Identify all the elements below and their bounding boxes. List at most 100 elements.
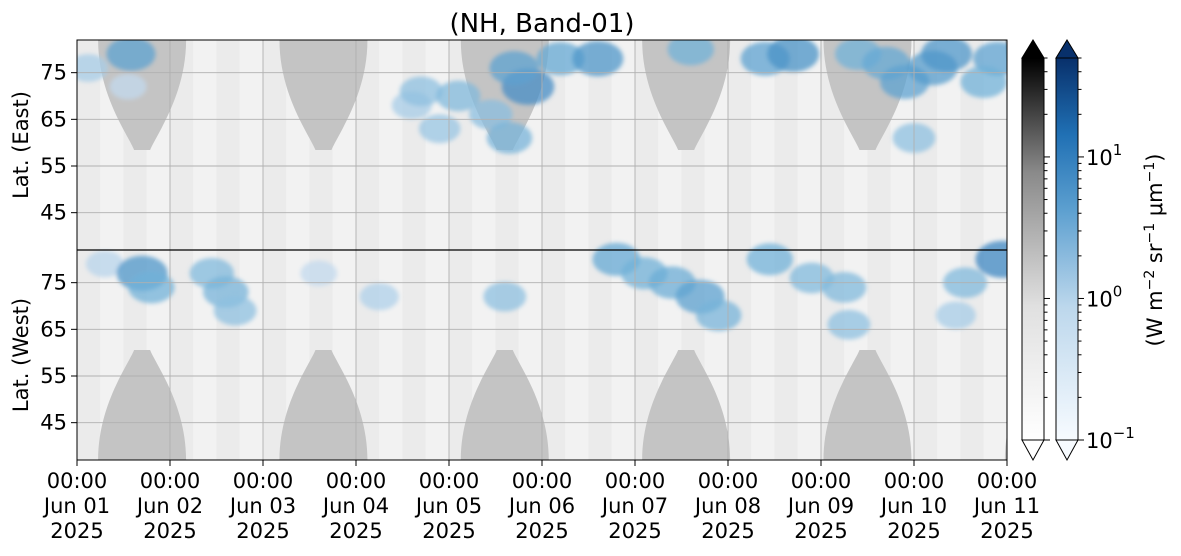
radiance-blob [822, 271, 867, 303]
x-tick-label-line: 00:00 [140, 469, 201, 493]
x-tick-label-line: 2025 [50, 519, 103, 543]
x-tick-label: 00:00 Jun 03 2025 [228, 469, 296, 543]
x-tick-label-line: Jun 04 [321, 494, 389, 518]
y-tick-label: 55 [40, 154, 67, 178]
y-axis-label-east: Lat. (East) [9, 91, 33, 199]
radiance-blob [667, 40, 714, 66]
x-tick-label-line: 2025 [236, 519, 289, 543]
y-tick-label: 75 [40, 271, 67, 295]
radiance-blob [85, 250, 124, 278]
x-tick-label-line: 00:00 [419, 469, 480, 493]
radiance-blob [921, 40, 973, 72]
radiance-blob [213, 295, 257, 326]
x-tick-label-line: Jun 08 [693, 494, 761, 518]
radiance-blob [300, 260, 338, 287]
colorbar-blue-bar [1055, 57, 1079, 441]
x-tick-label-line: Jun 05 [414, 494, 482, 518]
x-tick-label-line: Jun 11 [972, 494, 1040, 518]
colorbar-tick-label: 10−1 [1086, 424, 1135, 453]
colorbar-tick-exponent: 0 [1113, 282, 1123, 300]
x-tick-label-line: Jun 02 [135, 494, 203, 518]
masked-region-west [460, 350, 549, 460]
y-tick-label: 65 [40, 317, 67, 341]
radiance-blob [695, 299, 742, 332]
x-tick-label: 00:00 Jun 04 2025 [321, 469, 389, 543]
x-tick-label: 00:00 Jun 01 2025 [42, 469, 110, 543]
radiance-blob [399, 76, 443, 107]
x-tick-label-line: 00:00 [233, 469, 294, 493]
x-tick-label-line: 2025 [701, 519, 754, 543]
x-tick-label-line: Jun 06 [507, 494, 575, 518]
plot-area [77, 40, 1007, 460]
y-tick-label: 55 [40, 364, 67, 388]
y-axis-ticks: 45 55 65 75 75 65 55 45 [40, 61, 77, 435]
radiance-blob [109, 73, 147, 100]
radiance-blob [767, 40, 819, 72]
x-tick-label: 00:00 Jun 06 2025 [507, 469, 575, 543]
x-tick-label: 00:00 Jun 05 2025 [414, 469, 482, 543]
y-tick-label: 75 [40, 61, 67, 85]
x-tick-label: 00:00 Jun 08 2025 [693, 469, 761, 543]
colorbar-tick-base: 10 [1086, 146, 1113, 170]
masked-region-west [98, 350, 187, 460]
masked-region-west [642, 350, 731, 460]
y-tick-label: 45 [40, 201, 67, 225]
y-tick-label: 45 [40, 411, 67, 435]
colorbar-grayscale-bottom-arrow [1021, 439, 1045, 462]
colorbar-tick-exponent: −1 [1113, 424, 1135, 442]
x-tick-label-line: 00:00 [791, 469, 852, 493]
radiance-blob [746, 243, 793, 276]
x-tick-label-line: Jun 10 [879, 494, 947, 518]
colorbar-tick-label: 101 [1086, 141, 1122, 170]
colorbar-blue [1055, 39, 1079, 462]
x-tick-label: 00:00 Jun 10 2025 [879, 469, 947, 543]
x-tick-label-line: 2025 [608, 519, 661, 543]
radiance-blob [572, 41, 624, 77]
x-tick-label-line: 2025 [515, 519, 568, 543]
masked-region-west [823, 350, 912, 460]
radiance-blob [106, 40, 156, 71]
x-tick-label-line: 2025 [980, 519, 1033, 543]
colorbar-grayscale-top-arrow [1021, 39, 1045, 59]
masked-region-east [279, 40, 368, 150]
radiance-blob [436, 80, 481, 112]
radiance-blob [128, 271, 175, 304]
colorbar-tick-base: 10 [1086, 287, 1113, 311]
x-tick-label-line: 00:00 [884, 469, 945, 493]
colorbar-grayscale-bar [1021, 57, 1045, 441]
radiance-blob [960, 65, 1007, 99]
radiance-blob [77, 54, 109, 82]
radiance-blob [536, 42, 585, 76]
radiance-blob [489, 51, 539, 85]
radiance-blob [975, 240, 1007, 278]
x-tick-label-line: Jun 07 [600, 494, 668, 518]
radiance-layer [77, 40, 1007, 340]
radiance-blob [935, 301, 976, 330]
y-axis-label-west: Lat. (West) [9, 298, 33, 412]
masked-region-west [1004, 434, 1007, 460]
masked-region-east [642, 40, 731, 150]
x-tick-label-line: Jun 01 [42, 494, 110, 518]
x-tick-label-line: 2025 [329, 519, 382, 543]
masked-region-west [279, 350, 368, 460]
x-tick-label-line: 00:00 [698, 469, 759, 493]
colorbar-tick-base: 10 [1086, 429, 1113, 453]
x-tick-label: 00:00 Jun 02 2025 [135, 469, 203, 543]
x-tick-label: 00:00 Jun 07 2025 [600, 469, 668, 543]
x-tick-label-line: 00:00 [512, 469, 573, 493]
radiance-blob [483, 281, 527, 312]
x-tick-label-line: 2025 [794, 519, 847, 543]
x-tick-label-line: 00:00 [605, 469, 666, 493]
y-tick-label: 65 [40, 107, 67, 131]
radiance-blob [827, 309, 871, 340]
x-tick-label-line: 2025 [143, 519, 196, 543]
colorbar-blue-top-arrow [1055, 39, 1079, 59]
colorbar-tick-exponent: 1 [1113, 141, 1123, 159]
x-tick-label: 00:00 Jun 09 2025 [786, 469, 854, 543]
x-tick-label-line: Jun 03 [228, 494, 296, 518]
chart-title: (NH, Band-01) [449, 9, 634, 39]
masked-region-east [1004, 40, 1007, 66]
